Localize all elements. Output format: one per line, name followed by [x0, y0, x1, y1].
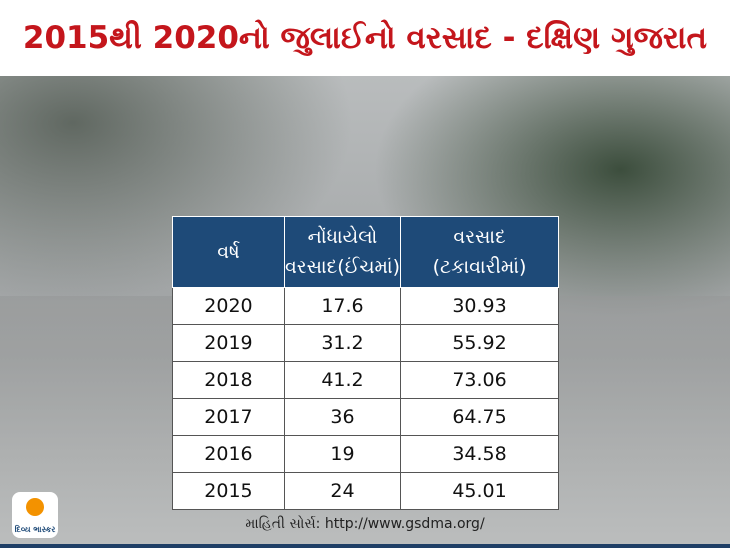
table-row: 2016 19 34.58 [172, 435, 559, 473]
value-cell: 45.01 [400, 472, 559, 510]
rain-table: વર્ષ નોંધાયેલો વરસાદ(ઈંચમાં) વરસાદ (ટકાવ… [172, 216, 559, 510]
table-row: 2018 41.2 73.06 [172, 361, 559, 399]
year-cell: 2016 [172, 435, 285, 473]
table-row: 2019 31.2 55.92 [172, 324, 559, 362]
value-cell: 19 [283, 435, 402, 473]
value-cell: 34.58 [400, 435, 559, 473]
value-cell: 17.6 [283, 287, 402, 325]
year-cell: 2018 [172, 361, 285, 399]
value-cell: 55.92 [400, 324, 559, 362]
column-header: વરસાદ (ટકાવારીમાં) [400, 216, 559, 288]
table-row: 2015 24 45.01 [172, 472, 559, 510]
logo: દિવ્ય ભાસ્કર [12, 492, 58, 538]
value-cell: 24 [283, 472, 402, 510]
year-cell: 2017 [172, 398, 285, 436]
column-header: વર્ષ [172, 216, 285, 288]
title: 2015થી 2020નો જુલાઈનો વરસાદ - દક્ષિણ ગુજ… [22, 19, 708, 56]
table-row: 2017 36 64.75 [172, 398, 559, 436]
year-cell: 2015 [172, 472, 285, 510]
column-header: નોંધાયેલો વરસાદ(ઈંચમાં) [283, 216, 402, 288]
bottom-strip [0, 544, 730, 548]
header: 2015થી 2020નો જુલાઈનો વરસાદ - દક્ષિણ ગુજ… [0, 0, 730, 76]
value-cell: 73.06 [400, 361, 559, 399]
year-cell: 2020 [172, 287, 285, 325]
header-row: વર્ષ નોંધાયેલો વરસાદ(ઈંચમાં) વરસાદ (ટકાવ… [172, 216, 559, 288]
value-cell: 36 [283, 398, 402, 436]
year-cell: 2019 [172, 324, 285, 362]
value-cell: 31.2 [283, 324, 402, 362]
source: માહિતી સોર્સ: http://www.gsdma.org/ [245, 516, 485, 532]
value-cell: 41.2 [283, 361, 402, 399]
logo-sun [26, 498, 44, 516]
logo-text: દિવ્ય ભાસ્કર [14, 525, 56, 534]
value-cell: 30.93 [400, 287, 559, 325]
table-row: 2020 17.6 30.93 [172, 287, 559, 325]
value-cell: 64.75 [400, 398, 559, 436]
table-body: 2020 17.6 30.93 2019 31.2 55.92 2018 41.2 73.06 2… [172, 287, 559, 510]
